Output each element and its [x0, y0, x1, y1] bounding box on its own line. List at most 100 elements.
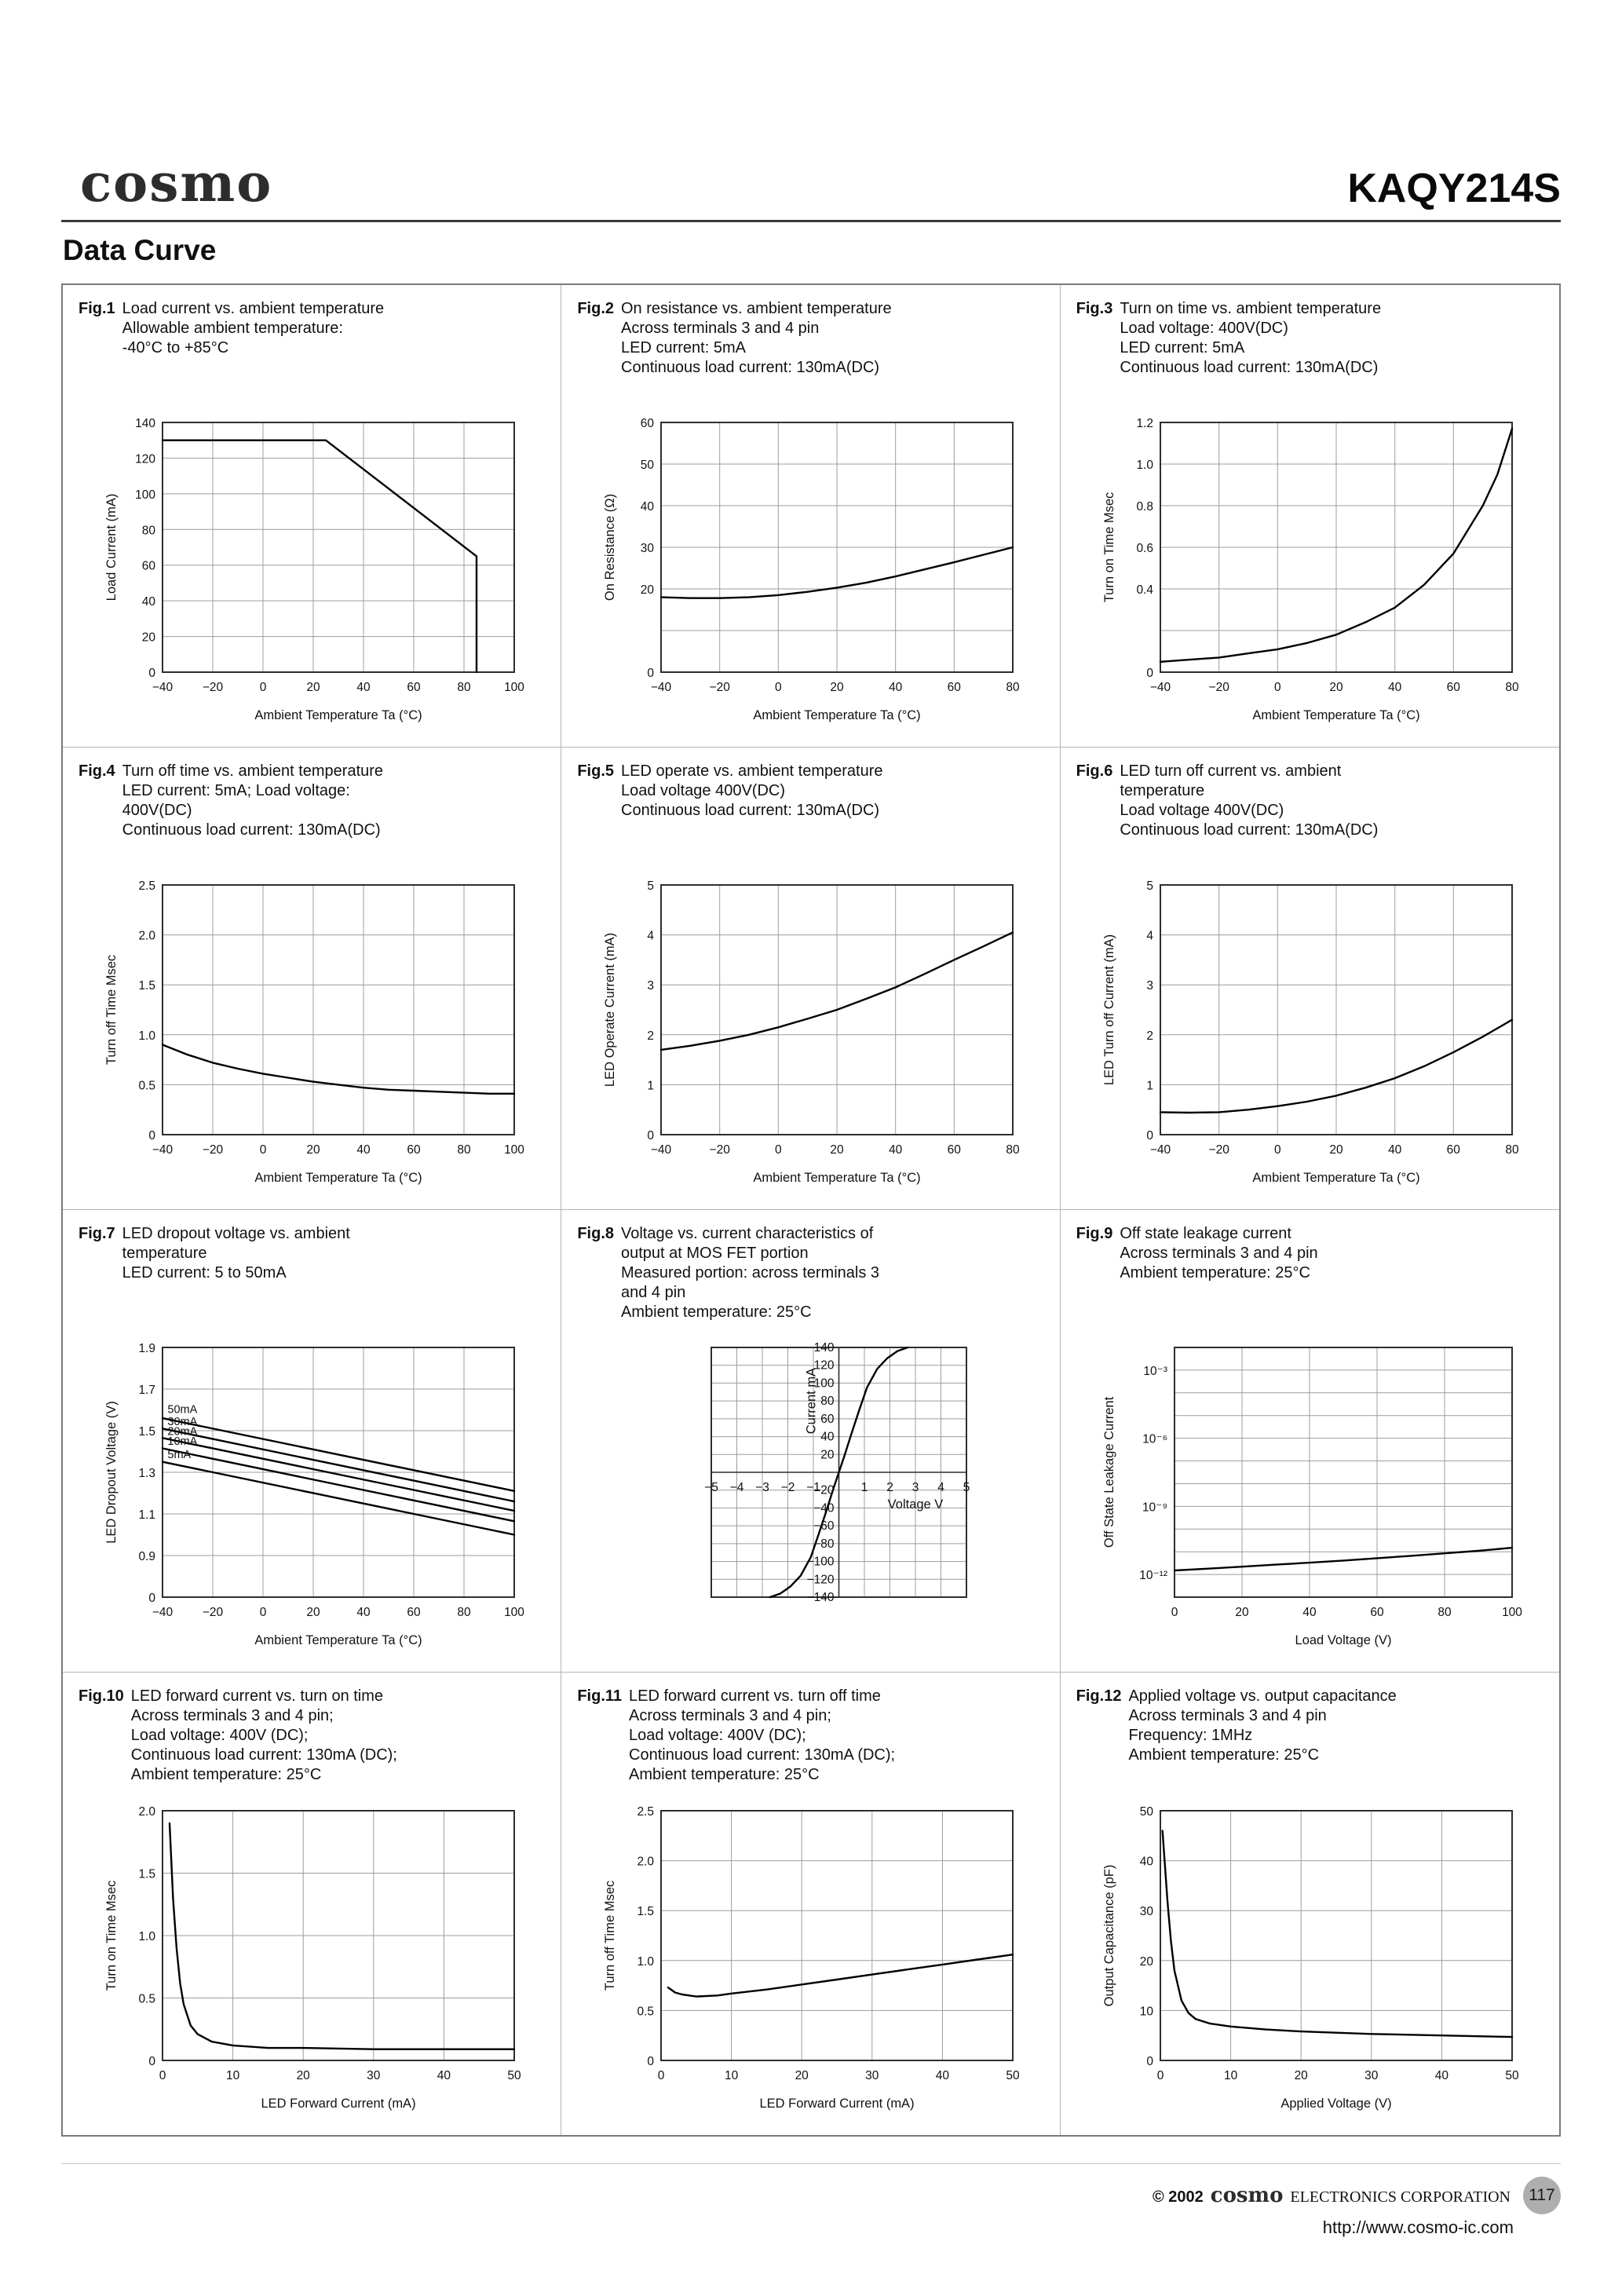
svg-text:5: 5	[963, 1481, 970, 1494]
figure-caption: Fig.4 Turn off time vs. ambient temperatu…	[79, 762, 551, 840]
svg-text:3: 3	[912, 1481, 919, 1494]
svg-text:20: 20	[307, 1143, 321, 1157]
figure-title: Applied voltage vs. output capacitance Ac…	[1128, 1687, 1550, 1765]
chart-svg: 0 10 20 30 40 50 0 10 20 30 40 50 Applied Voltage (V…	[1102, 1805, 1519, 2111]
svg-text:60: 60	[407, 1143, 422, 1157]
chart-svg: −40 −20 0 20 40 60 80 100 0 0.5 1.0 1.5 2.0 2.5 Ambien…	[104, 879, 524, 1185]
svg-text:1.5: 1.5	[637, 1905, 655, 1918]
svg-text:80: 80	[1006, 681, 1021, 694]
svg-text:60: 60	[1447, 681, 1461, 694]
svg-text:3: 3	[1147, 979, 1154, 993]
figure-panel-9: Fig.9 Off state leakage current Across ter…	[1060, 1210, 1559, 1673]
figure-panel-12: Fig.12 Applied voltage vs. output capacit…	[1061, 1673, 1559, 2135]
svg-text:60: 60	[1447, 1143, 1461, 1157]
caption-line: Continuous load current: 130mA (DC);	[629, 1746, 896, 1764]
figure-chart: 0 10 20 30 40 50 0 0.5 1.0 1.5 2.0 2.5 LED Forward C…	[594, 1800, 1033, 2129]
svg-text:140: 140	[814, 1341, 835, 1355]
svg-text:4: 4	[1147, 930, 1154, 943]
svg-text:2.5: 2.5	[139, 879, 156, 893]
figure-label: Fig.1	[79, 300, 115, 317]
caption-line: Across terminals 3 and 4 pin;	[130, 1707, 334, 1724]
svg-text:1.9: 1.9	[139, 1342, 156, 1355]
svg-text:100: 100	[814, 1377, 835, 1390]
svg-text:80: 80	[1438, 1606, 1452, 1619]
svg-text:0.6: 0.6	[1137, 542, 1154, 555]
caption-line: Continuous load current: 130mA(DC)	[621, 359, 880, 376]
svg-text:30: 30	[866, 2069, 880, 2082]
caption-line: Across terminals 3 and 4 pin	[1128, 1707, 1327, 1724]
svg-text:50mA: 50mA	[168, 1404, 198, 1417]
svg-text:−20: −20	[203, 681, 224, 694]
svg-text:−40: −40	[152, 1143, 174, 1157]
figure-panel-2: Fig.2 On resistance vs. ambient temperatu…	[561, 285, 1061, 748]
caption-line: Across terminals 3 and 4 pin;	[629, 1707, 831, 1724]
svg-text:1.5: 1.5	[139, 979, 156, 993]
figure-chart: −40 −20 0 20 40 60 80 0 0.4 0.6 0.8 1.0 1.2 Ambient T…	[1093, 411, 1532, 740]
svg-text:Current mA: Current mA	[805, 1368, 819, 1434]
svg-text:Off State Leakage Current: Off State Leakage Current	[1102, 1396, 1116, 1548]
caption-line: temperature	[122, 1245, 207, 1262]
svg-text:Output Capacitance (pF): Output Capacitance (pF)	[1102, 1865, 1116, 2007]
svg-text:100: 100	[1502, 1606, 1522, 1619]
page-header: cosmo KAQY214S	[80, 157, 1561, 209]
svg-text:Applied Voltage (V): Applied Voltage (V)	[1281, 2097, 1392, 2111]
svg-text:On Resistance (Ω): On Resistance (Ω)	[603, 494, 617, 601]
copyright-text: © 2002 cosmo ELECTRONICS CORPORATION	[1153, 2184, 1511, 2207]
svg-text:Ambient Temperature Ta (°C): Ambient Temperature Ta (°C)	[255, 1171, 422, 1185]
svg-text:60: 60	[142, 560, 156, 573]
svg-text:50: 50	[641, 459, 655, 472]
svg-text:0: 0	[1171, 1606, 1178, 1619]
caption-line: LED operate vs. ambient temperature	[621, 762, 883, 780]
chart-svg: 0 20 40 60 80 100 10⁻³ 10⁻⁶ 10⁻⁹ 10⁻¹² Load Voltag…	[1102, 1347, 1523, 1647]
svg-text:10⁻³: 10⁻³	[1144, 1365, 1168, 1378]
svg-text:−60: −60	[814, 1519, 835, 1533]
svg-text:2.0: 2.0	[637, 1855, 655, 1869]
figure-chart: 0 20 40 60 80 100 10⁻³ 10⁻⁶ 10⁻⁹ 10⁻¹² Load Voltag…	[1093, 1336, 1532, 1665]
svg-text:60: 60	[1371, 1606, 1385, 1619]
svg-text:1.3: 1.3	[139, 1467, 156, 1480]
svg-text:1.5: 1.5	[139, 1425, 156, 1439]
caption-line: Frequency: 1MHz	[1128, 1727, 1253, 1744]
figure-panel-1: Fig.1 Load current vs. ambient temperatur…	[63, 285, 562, 748]
svg-text:50: 50	[508, 2069, 522, 2082]
svg-text:60: 60	[407, 681, 422, 694]
svg-text:2: 2	[1147, 1029, 1154, 1043]
svg-text:0: 0	[1147, 667, 1154, 680]
header-rule	[61, 220, 1561, 222]
svg-text:LED Operate Current (mA): LED Operate Current (mA)	[603, 933, 617, 1087]
caption-line: Allowable ambient temperature:	[122, 320, 343, 337]
figure-label: Fig.12	[1076, 1687, 1122, 1705]
figure-label: Fig.3	[1076, 300, 1113, 317]
svg-text:40: 40	[890, 1143, 904, 1157]
caption-line: Continuous load current: 130mA(DC)	[1120, 821, 1379, 839]
svg-text:0: 0	[775, 1143, 782, 1157]
svg-text:40: 40	[936, 2069, 950, 2082]
svg-text:30: 30	[1140, 1905, 1154, 1918]
svg-text:5: 5	[1147, 879, 1154, 893]
svg-text:Ambient Temperature Ta (°C): Ambient Temperature Ta (°C)	[255, 1633, 422, 1647]
figure-chart: 0 10 20 30 40 50 0 10 20 30 40 50 Applied Voltage (V…	[1093, 1800, 1532, 2129]
caption-line: Load voltage: 400V (DC);	[629, 1727, 806, 1744]
figure-title: Load current vs. ambient temperature Allo…	[122, 299, 552, 358]
svg-text:0: 0	[648, 1129, 655, 1143]
svg-text:−4: −4	[730, 1481, 744, 1494]
caption-line: Applied voltage vs. output capacitance	[1128, 1687, 1397, 1705]
svg-text:−80: −80	[814, 1537, 835, 1551]
svg-text:20: 20	[142, 631, 156, 645]
caption-line: Load voltage 400V(DC)	[621, 782, 786, 799]
svg-text:4: 4	[648, 930, 655, 943]
svg-text:120: 120	[135, 452, 155, 466]
svg-text:0.5: 0.5	[637, 2005, 655, 2018]
svg-text:Turn off Time Msec: Turn off Time Msec	[603, 1881, 617, 1991]
svg-text:40: 40	[1388, 681, 1402, 694]
caption-line: On resistance vs. ambient temperature	[621, 300, 892, 317]
svg-text:10⁻⁹: 10⁻⁹	[1142, 1501, 1167, 1514]
chart-svg: −40 −20 0 20 40 60 80 100 1.9 1.7 1.5 1.3 1.1 0.9 0 Amb…	[104, 1342, 524, 1647]
svg-text:1: 1	[648, 1079, 655, 1092]
svg-text:40: 40	[1140, 1855, 1154, 1869]
svg-text:1.0: 1.0	[139, 1930, 156, 1943]
figure-caption: Fig.1 Load current vs. ambient temperatur…	[79, 299, 551, 358]
caption-line: Load current vs. ambient temperature	[122, 300, 385, 317]
caption-line: Across terminals 3 and 4 pin	[1120, 1245, 1318, 1262]
